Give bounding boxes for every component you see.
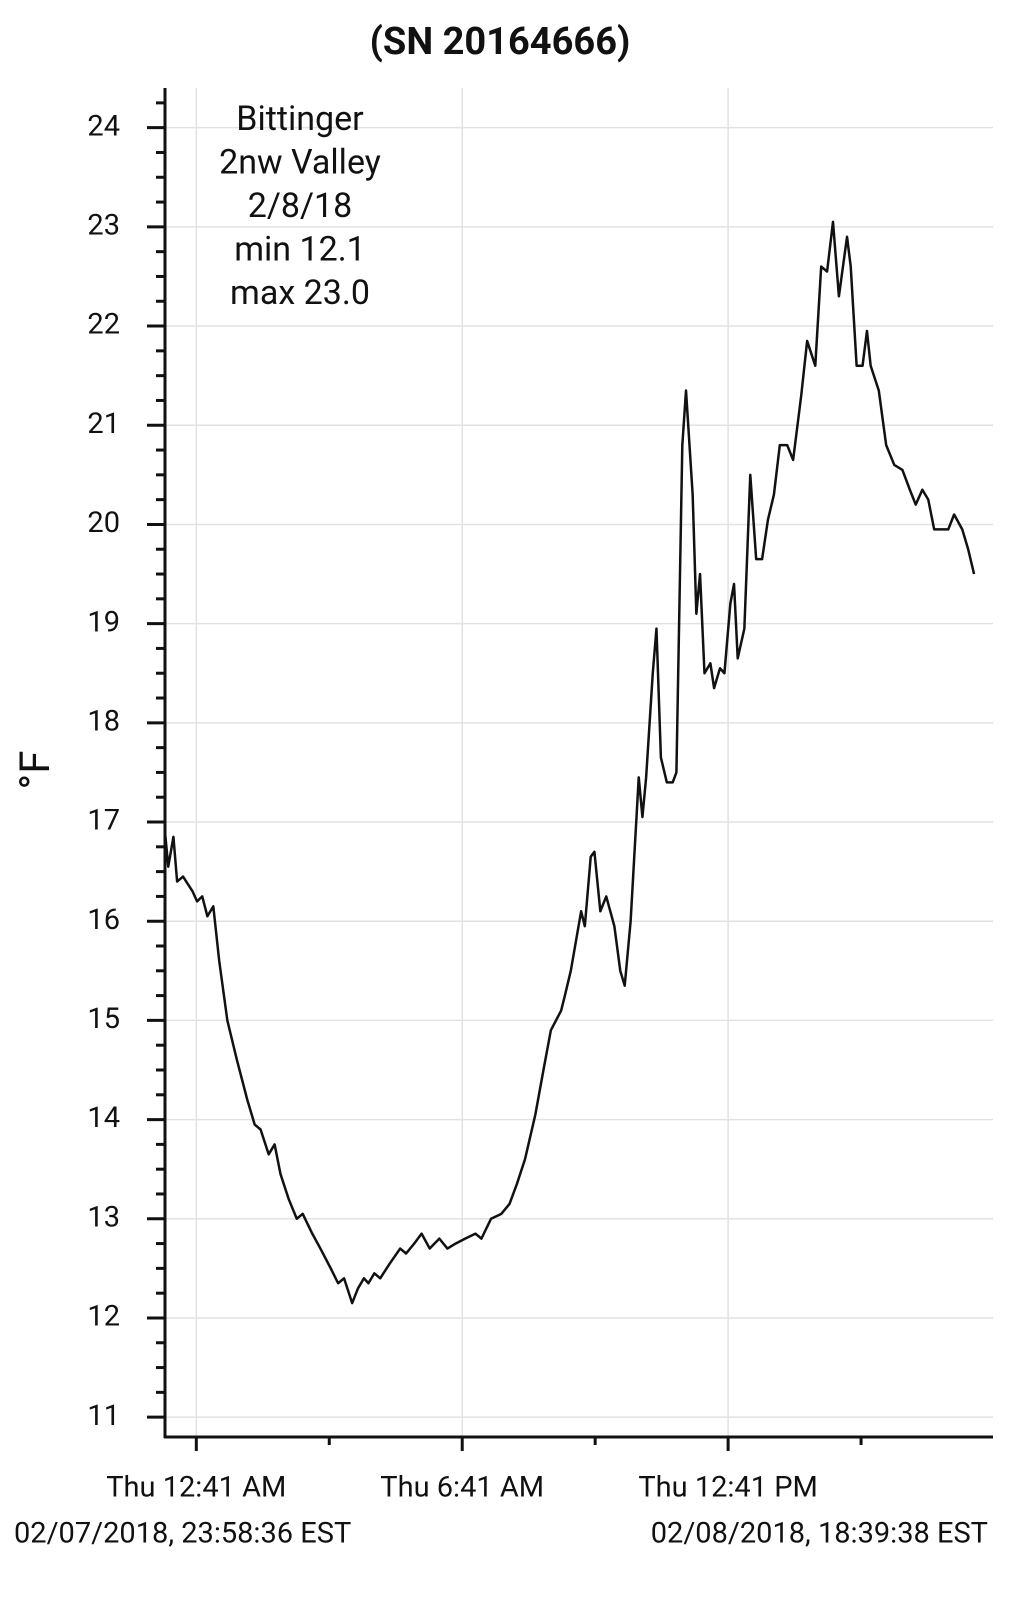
annotation-line: 2nw Valley: [219, 142, 381, 182]
y-tick-label: 19: [87, 605, 120, 639]
y-axis-label: °F: [11, 751, 60, 790]
y-tick-label: 24: [87, 109, 120, 143]
annotation-line: max 23.0: [230, 273, 370, 313]
start-label: 02/07/2018, 23:58:36 EST: [14, 1517, 351, 1551]
y-tick-label: 20: [87, 506, 120, 540]
y-tick-label: 15: [87, 1002, 120, 1036]
y-tick-label: 11: [87, 1399, 120, 1433]
y-tick-label: 22: [87, 308, 120, 342]
y-tick-label: 16: [87, 903, 120, 937]
y-tick-label: 13: [87, 1200, 120, 1234]
chart-title: (SN 20164666): [370, 20, 631, 64]
end-label: 02/08/2018, 18:39:38 EST: [651, 1517, 988, 1551]
x-tick-label: Thu 12:41 PM: [638, 1471, 817, 1505]
x-tick-label: Thu 12:41 AM: [106, 1471, 286, 1505]
x-tick-label: Thu 6:41 AM: [380, 1471, 544, 1505]
y-tick-label: 23: [87, 209, 120, 243]
y-tick-label: 12: [87, 1300, 120, 1334]
annotation-line: Bittinger: [236, 99, 364, 139]
annotation-line: min 12.1: [234, 229, 366, 269]
y-tick-label: 14: [87, 1101, 120, 1135]
y-tick-label: 17: [87, 804, 120, 838]
y-tick-label: 18: [87, 704, 120, 738]
y-tick-label: 21: [87, 407, 120, 441]
annotation-line: 2/8/18: [248, 186, 353, 226]
data-line: [163, 220, 976, 1305]
